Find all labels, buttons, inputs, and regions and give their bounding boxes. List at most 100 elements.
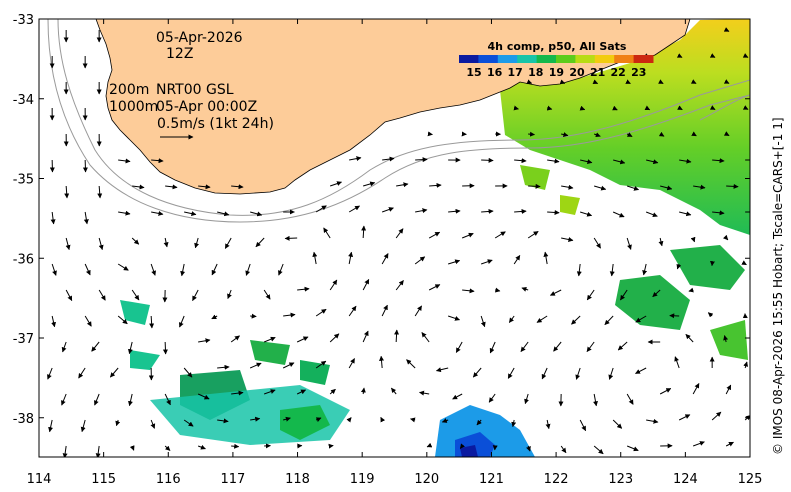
current-vector [609,263,615,277]
current-vector [245,263,251,276]
current-vector [441,418,449,423]
colorbar-tick-label: 16 [487,66,503,79]
current-vector [84,263,91,276]
current-vector [579,419,587,432]
current-vector [494,231,506,239]
current-vector [723,335,729,343]
colorbar-swatch [536,55,557,63]
current-vector [593,132,601,138]
y-tick-label: -37 [13,332,34,347]
current-vector [329,388,336,395]
current-vector [231,443,240,449]
current-vector [163,237,169,248]
x-tick-label: 116 [156,472,181,487]
current-vector [674,356,680,369]
current-vector [679,158,692,164]
current-vector [278,263,284,276]
current-vector [678,414,691,421]
current-vector [184,211,197,217]
current-vector [192,289,199,302]
current-vector [414,256,426,265]
current-vector [296,336,309,343]
current-vector [559,79,566,85]
current-vector [315,360,327,369]
current-vector [379,355,385,369]
current-vector [98,237,104,251]
current-vector [543,251,549,265]
x-tick-label: 119 [350,472,375,487]
current-vector [658,79,664,84]
current-vector [381,253,389,265]
current-vector [547,158,560,164]
current-vector [608,367,614,380]
current-vector [586,289,595,301]
sst-swath-east [500,19,750,235]
current-vector [97,185,103,199]
current-vector [109,367,119,378]
current-vector [612,419,623,429]
current-vector [149,315,155,329]
current-vector [118,158,131,164]
colorbar-tick-label: 18 [528,66,543,79]
current-vector [283,312,296,318]
current-vector [612,211,625,218]
colorbar-swatches [459,55,654,63]
x-tick-label: 123 [608,472,633,487]
current-vector [361,225,367,239]
current-vector [391,387,397,395]
current-vector [150,419,156,429]
current-vector [315,417,322,423]
current-vector [481,208,494,214]
current-vector [690,236,696,243]
current-vector [692,441,705,447]
current-vector [709,53,716,58]
current-vector [646,418,659,424]
current-vector [346,417,352,423]
current-vector [131,289,140,301]
current-vector [617,341,628,351]
current-vector [586,341,595,353]
current-vector [620,289,628,301]
current-vector [679,211,692,217]
current-vector [644,105,651,111]
current-vector [561,184,574,190]
current-vector [508,315,515,323]
current-vector [50,211,56,225]
current-vector [513,105,519,111]
current-vector [178,315,185,328]
current-vector [64,185,70,199]
x-tick-label: 118 [285,472,310,487]
current-vector [227,289,232,300]
current-vector [459,443,465,449]
current-vector [131,237,140,245]
current-vector [263,389,276,395]
current-vector [395,280,404,291]
x-tick-label: 124 [673,472,698,487]
current-vector [296,389,307,395]
x-tick-label: 117 [220,472,245,487]
y-tick-label: -34 [13,93,34,108]
current-vector [329,279,338,291]
current-vector [759,444,764,446]
current-vector [410,417,416,423]
current-vector [594,185,607,191]
annotation-scale: 0.5m/s (1kt 24h) [157,116,274,132]
current-vector [514,208,527,214]
current-vector [415,157,428,163]
colorbar-swatch [478,55,499,63]
current-vector [579,105,586,111]
current-vector [426,442,433,448]
x-tick-label: 122 [544,472,569,487]
current-vector [231,184,244,190]
current-vector [150,263,156,276]
colorbar-ticks: 15 16 17 18 19 20 21 22 23 [466,66,646,79]
current-vector [348,305,357,317]
current-vector [230,335,240,343]
current-vector [211,314,218,320]
current-vector [61,393,67,406]
current-vector [151,158,164,164]
current-vector [677,105,683,111]
current-vector [217,418,229,424]
colorbar: 4h comp, p50, All Sats 15 16 17 18 19 20 21 22 2… [459,40,654,79]
current-vector [348,251,354,265]
